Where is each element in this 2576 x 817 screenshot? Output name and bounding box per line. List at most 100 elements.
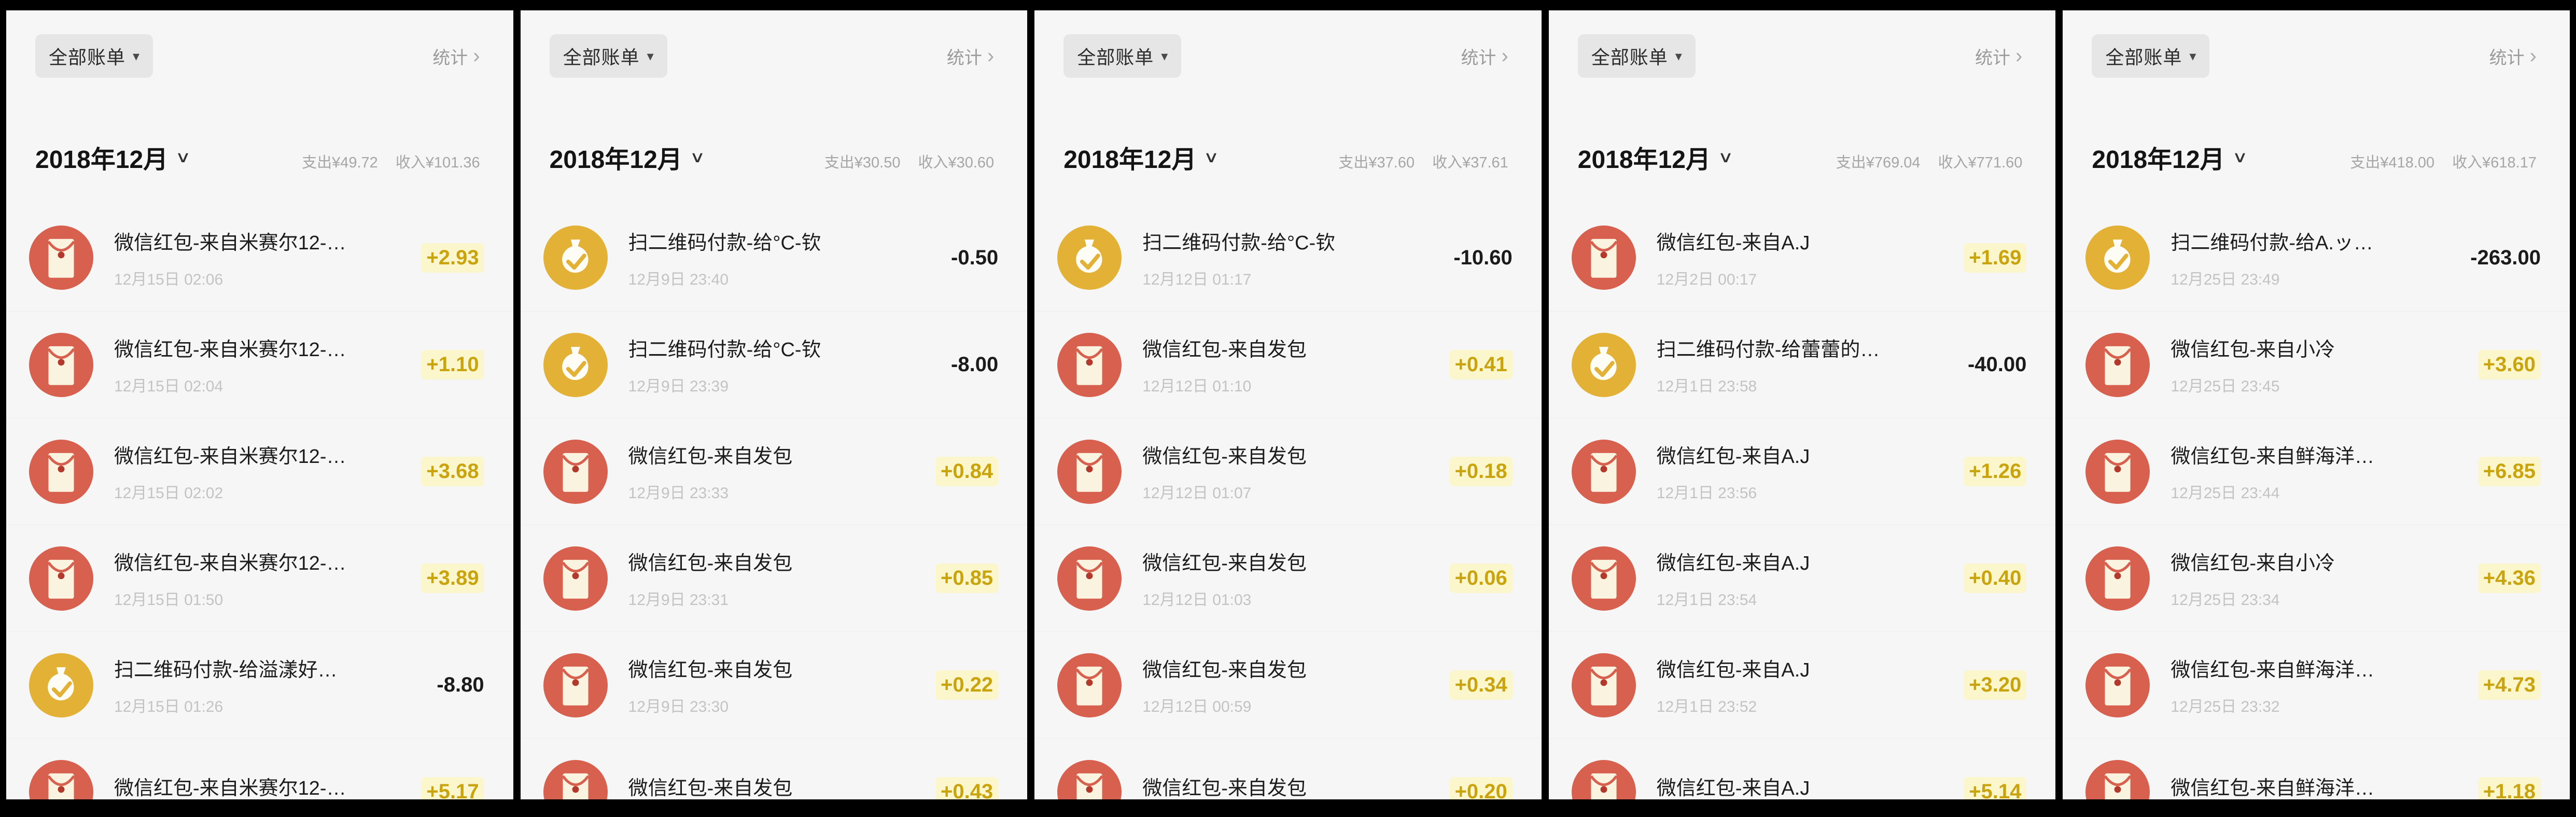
transaction-time: 12月9日 23:31	[628, 591, 729, 609]
all-bills-filter-button[interactable]: 全部账单 ▾	[549, 34, 667, 78]
transaction-time: 12月1日 23:58	[1656, 378, 1757, 395]
transaction-time: 12月25日 23:34	[2171, 591, 2280, 609]
all-bills-filter-button[interactable]: 全部账单 ▾	[35, 34, 153, 78]
transaction-time: 12月9日 23:33	[628, 485, 729, 502]
transaction-time: 12月9日 23:39	[628, 378, 729, 395]
transaction-title: 扫二维码付款-给蕾蕾的…	[1656, 339, 1880, 361]
transaction-title: 扫二维码付款-给A.ッ…	[2171, 232, 2373, 254]
transaction-row[interactable]: 微信红包-来自发包 +0.20	[1034, 738, 1542, 799]
transaction-amount: -8.80	[437, 673, 484, 696]
transaction-list: 扫二维码付款-给°C-钦 12月12日 01:17 -10.60 微信红包-来自…	[1034, 204, 1542, 799]
transaction-amount: +5.14	[1964, 777, 2027, 799]
transaction-row[interactable]: 微信红包-来自发包 12月12日 01:10 +0.41	[1034, 311, 1542, 418]
month-selector[interactable]: 2018年12月 ∨	[549, 139, 706, 175]
red-packet-icon	[1057, 759, 1122, 799]
transaction-title: 扫二维码付款-给°C-钦	[628, 339, 821, 361]
all-bills-filter-button[interactable]: 全部账单 ▾	[2092, 34, 2210, 78]
month-totals: 支出¥37.60 收入¥37.61	[1338, 150, 1508, 175]
transaction-row[interactable]: 扫二维码付款-给°C-钦 12月12日 01:17 -10.60	[1034, 204, 1542, 311]
month-bar: 2018年12月 ∨ 支出¥49.72 收入¥101.36	[6, 78, 513, 175]
red-packet-icon	[2085, 546, 2150, 611]
transaction-time: 12月12日 01:03	[1142, 591, 1252, 609]
transaction-row[interactable]: 扫二维码付款-给°C-钦 12月9日 23:40 -0.50	[520, 204, 1028, 311]
month-bar: 2018年12月 ∨ 支出¥37.60 收入¥37.61	[1034, 78, 1542, 175]
red-packet-icon	[1571, 653, 1636, 717]
chevron-right-icon: ›	[473, 45, 480, 67]
transaction-row[interactable]: 微信红包-来自A.J +5.14	[1548, 738, 2056, 799]
transaction-amount: +3.89	[421, 564, 484, 593]
transaction-row[interactable]: 微信红包-来自A.J 12月2日 00:17 +1.69	[1548, 204, 2056, 311]
transaction-amount: +3.60	[2477, 350, 2541, 379]
transaction-row[interactable]: 微信红包-来自A.J 12月1日 23:52 +3.20	[1548, 631, 2056, 738]
statistics-link[interactable]: 统计 ›	[1461, 44, 1508, 69]
topbar: 全部账单 ▾ 统计 ›	[1034, 10, 1542, 78]
transaction-row[interactable]: 微信红包-来自米赛尔12-… 12月15日 01:50 +3.89	[6, 525, 513, 631]
transaction-row[interactable]: 微信红包-来自发包 12月9日 23:31 +0.85	[520, 525, 1028, 631]
transaction-list: 扫二维码付款-给A.ッ… 12月25日 23:49 -263.00 微信红包-来…	[2063, 204, 2570, 799]
transaction-time: 12月1日 23:56	[1656, 485, 1757, 502]
expense-total: 支出¥49.72	[302, 154, 378, 171]
statistics-link[interactable]: 统计 ›	[1975, 44, 2022, 69]
red-packet-icon	[2085, 439, 2150, 504]
transaction-row[interactable]: 微信红包-来自米赛尔12-… 12月15日 02:02 +3.68	[6, 418, 513, 525]
transaction-row[interactable]: 微信红包-来自米赛尔12-… 12月15日 02:04 +1.10	[6, 311, 513, 418]
qr-payment-icon	[543, 332, 608, 397]
all-bills-filter-button[interactable]: 全部账单 ▾	[1063, 34, 1182, 78]
transaction-row[interactable]: 微信红包-来自发包 12月12日 01:07 +0.18	[1034, 418, 1542, 525]
transaction-row[interactable]: 微信红包-来自小冷 12月25日 23:45 +3.60	[2063, 311, 2570, 418]
transaction-time: 12月15日 01:50	[114, 591, 223, 609]
month-selector[interactable]: 2018年12月 ∨	[1578, 139, 1734, 175]
topbar: 全部账单 ▾ 统计 ›	[6, 10, 513, 78]
red-packet-icon	[2085, 759, 2150, 799]
transaction-row[interactable]: 微信红包-来自小冷 12月25日 23:34 +4.36	[2063, 525, 2570, 631]
transaction-row[interactable]: 微信红包-来自鲜海洋… 12月25日 23:44 +6.85	[2063, 418, 2570, 525]
chevron-right-icon: ›	[2015, 45, 2023, 67]
transaction-row[interactable]: 微信红包-来自发包 12月12日 01:03 +0.06	[1034, 525, 1542, 631]
transaction-row[interactable]: 微信红包-来自鲜海洋… 12月25日 23:32 +4.73	[2063, 631, 2570, 738]
transaction-row[interactable]: 微信红包-来自鲜海洋… +1.18	[2063, 738, 2570, 799]
transaction-row[interactable]: 微信红包-来自发包 +0.43	[520, 738, 1028, 799]
transaction-amount: +6.85	[2477, 457, 2541, 486]
transaction-time: 12月25日 23:44	[2171, 485, 2280, 502]
transaction-row[interactable]: 扫二维码付款-给°C-钦 12月9日 23:39 -8.00	[520, 311, 1028, 418]
transaction-title: 微信红包-来自小冷	[2171, 339, 2335, 361]
transaction-title: 扫二维码付款-给°C-钦	[628, 232, 821, 254]
transaction-row[interactable]: 微信红包-来自米赛尔12-… 12月15日 02:06 +2.93	[6, 204, 513, 311]
transaction-row[interactable]: 扫二维码付款-给溢漾好… 12月15日 01:26 -8.80	[6, 631, 513, 738]
statistics-link[interactable]: 统计 ›	[947, 44, 994, 69]
transaction-row[interactable]: 微信红包-来自米赛尔12-… +5.17	[6, 738, 513, 799]
all-bills-filter-button[interactable]: 全部账单 ▾	[1577, 34, 1696, 78]
transaction-amount: -40.00	[1967, 353, 2027, 376]
transaction-row[interactable]: 扫二维码付款-给蕾蕾的… 12月1日 23:58 -40.00	[1548, 311, 2056, 418]
statistics-label: 统计	[946, 48, 982, 68]
red-packet-icon	[29, 546, 93, 611]
red-packet-icon	[29, 226, 93, 290]
transaction-row[interactable]: 微信红包-来自发包 12月9日 23:30 +0.22	[520, 631, 1028, 738]
month-bar: 2018年12月 ∨ 支出¥769.04 收入¥771.60	[1549, 78, 2056, 175]
transaction-row[interactable]: 微信红包-来自A.J 12月1日 23:56 +1.26	[1548, 418, 2056, 525]
qr-payment-icon	[543, 226, 608, 290]
month-selector[interactable]: 2018年12月 ∨	[2092, 139, 2248, 175]
red-packet-icon	[2085, 332, 2150, 397]
statistics-link[interactable]: 统计 ›	[2489, 44, 2537, 69]
transaction-row[interactable]: 微信红包-来自A.J 12月1日 23:54 +0.40	[1548, 525, 2056, 631]
all-bills-filter-label: 全部账单	[563, 47, 640, 68]
transaction-amount: +0.18	[1449, 457, 1513, 486]
month-selector[interactable]: 2018年12月 ∨	[35, 139, 191, 175]
transaction-amount: +4.73	[2477, 670, 2541, 700]
transaction-title: 微信红包-来自A.J	[1656, 232, 1810, 254]
transaction-row[interactable]: 扫二维码付款-给A.ッ… 12月25日 23:49 -263.00	[2063, 204, 2570, 311]
transaction-row[interactable]: 微信红包-来自发包 12月9日 23:33 +0.84	[520, 418, 1028, 525]
all-bills-filter-label: 全部账单	[1591, 47, 1668, 68]
transaction-row[interactable]: 微信红包-来自发包 12月12日 00:59 +0.34	[1034, 631, 1542, 738]
transaction-title: 微信红包-来自A.J	[1656, 659, 1810, 681]
month-selector[interactable]: 2018年12月 ∨	[1063, 139, 1220, 175]
month-caret-icon: ∨	[689, 148, 706, 166]
transaction-time: 12月2日 00:17	[1656, 271, 1757, 288]
statistics-link[interactable]: 统计 ›	[432, 44, 480, 69]
month-label: 2018年12月	[549, 146, 682, 174]
transaction-amount: +4.36	[2477, 564, 2541, 593]
transaction-time: 12月12日 01:10	[1142, 378, 1252, 395]
expense-total: 支出¥37.60	[1338, 154, 1415, 171]
